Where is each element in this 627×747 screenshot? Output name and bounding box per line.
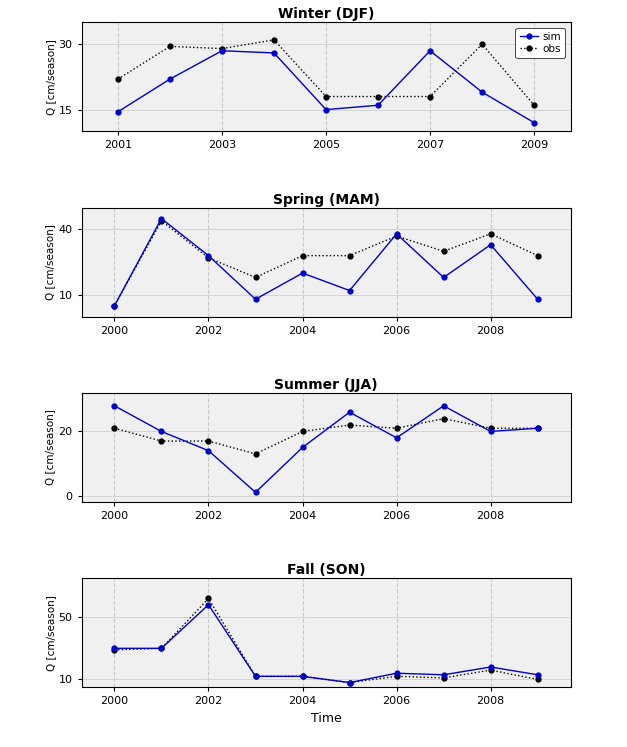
Line: sim: sim	[112, 403, 540, 495]
sim	[534, 295, 541, 304]
Y-axis label: Q [cm/season]: Q [cm/season]	[46, 39, 56, 115]
obs	[298, 251, 306, 260]
sim	[440, 670, 447, 679]
sim	[204, 251, 212, 260]
sim	[110, 301, 118, 310]
Line: obs: obs	[112, 596, 540, 685]
obs	[345, 421, 353, 430]
sim	[478, 87, 486, 96]
sim	[110, 401, 118, 410]
Legend: sim, obs: sim, obs	[515, 28, 566, 58]
sim	[374, 101, 382, 110]
Line: sim: sim	[112, 216, 540, 309]
sim	[487, 427, 494, 436]
obs	[204, 594, 212, 603]
sim	[157, 427, 165, 436]
obs	[440, 414, 447, 423]
obs	[530, 101, 538, 110]
obs	[393, 424, 400, 433]
sim	[534, 424, 541, 433]
sim	[440, 401, 447, 410]
obs	[393, 672, 400, 681]
sim	[530, 118, 538, 127]
obs	[166, 42, 174, 51]
obs	[345, 251, 353, 260]
Title: Summer (JJA): Summer (JJA)	[274, 378, 378, 392]
sim	[322, 105, 330, 114]
Line: obs: obs	[112, 416, 540, 456]
obs	[204, 436, 212, 445]
Line: sim: sim	[115, 49, 537, 125]
obs	[322, 92, 330, 101]
sim	[270, 49, 278, 58]
sim	[345, 408, 353, 417]
obs	[270, 35, 278, 44]
obs	[345, 678, 353, 687]
obs	[251, 273, 259, 282]
obs	[298, 672, 306, 681]
sim	[298, 443, 306, 452]
sim	[251, 672, 259, 681]
obs	[534, 424, 541, 433]
sim	[157, 644, 165, 653]
obs	[374, 92, 382, 101]
sim	[487, 663, 494, 672]
obs	[110, 424, 118, 433]
obs	[440, 247, 447, 255]
obs	[393, 232, 400, 241]
obs	[534, 251, 541, 260]
sim	[218, 46, 226, 55]
sim	[393, 229, 400, 238]
obs	[110, 645, 118, 654]
sim	[166, 75, 174, 84]
sim	[204, 601, 212, 610]
sim	[251, 295, 259, 304]
obs	[110, 301, 118, 310]
Line: obs: obs	[112, 218, 540, 309]
sim	[534, 670, 541, 679]
obs	[251, 450, 259, 459]
sim	[114, 108, 122, 117]
obs	[440, 673, 447, 682]
obs	[487, 666, 494, 675]
Line: obs: obs	[115, 37, 537, 108]
Title: Winter (DJF): Winter (DJF)	[278, 7, 374, 21]
sim	[393, 669, 400, 678]
obs	[157, 217, 165, 226]
obs	[218, 44, 226, 53]
obs	[478, 40, 486, 49]
obs	[204, 253, 212, 262]
Title: Spring (MAM): Spring (MAM)	[273, 193, 379, 206]
obs	[487, 229, 494, 238]
sim	[426, 46, 434, 55]
Line: sim: sim	[112, 602, 540, 685]
sim	[251, 488, 259, 497]
sim	[345, 286, 353, 295]
obs	[157, 436, 165, 445]
sim	[110, 644, 118, 653]
sim	[393, 433, 400, 442]
Y-axis label: Q [cm/season]: Q [cm/season]	[46, 595, 56, 671]
obs	[114, 75, 122, 84]
sim	[487, 241, 494, 249]
Title: Fall (SON): Fall (SON)	[287, 563, 366, 577]
sim	[204, 446, 212, 455]
sim	[345, 678, 353, 687]
obs	[487, 424, 494, 433]
obs	[534, 675, 541, 684]
obs	[298, 427, 306, 436]
sim	[157, 214, 165, 223]
obs	[157, 644, 165, 653]
sim	[298, 672, 306, 681]
sim	[298, 269, 306, 278]
sim	[440, 273, 447, 282]
X-axis label: Time: Time	[310, 712, 342, 725]
Y-axis label: Q [cm/season]: Q [cm/season]	[46, 224, 56, 300]
Y-axis label: Q [cm/season]: Q [cm/season]	[46, 409, 56, 486]
obs	[251, 672, 259, 681]
obs	[426, 92, 434, 101]
